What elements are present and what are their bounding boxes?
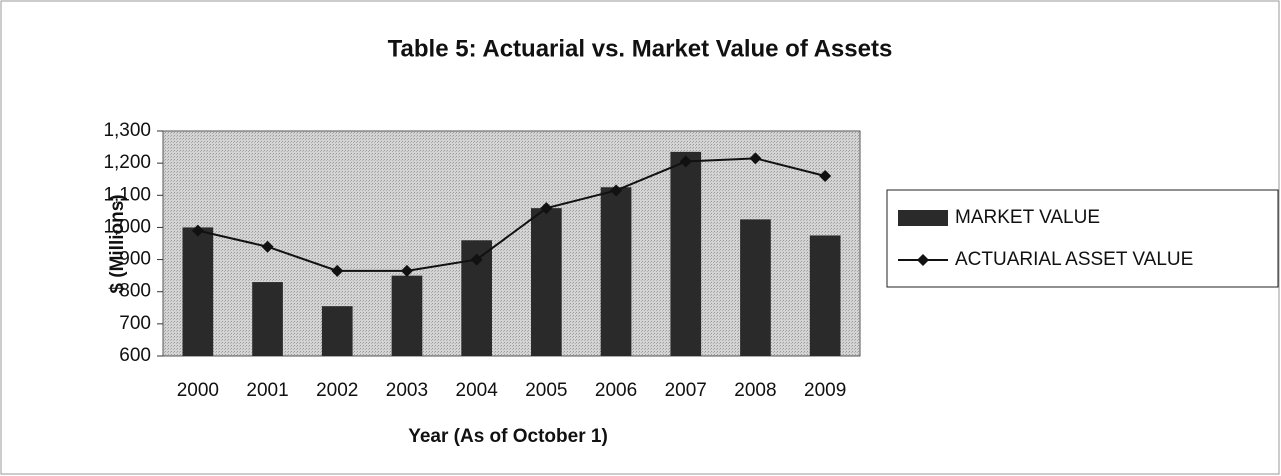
marker [679,155,692,168]
x-tick-label: 2000 [177,380,219,401]
bar [182,227,214,356]
marker [261,240,274,253]
legend-marker [917,254,929,266]
y-tick-label: 700 [119,313,151,334]
x-tick-label: 2001 [246,380,288,401]
legend [886,189,1279,288]
legend-label: MARKET VALUE [955,207,1100,228]
marker [400,264,413,277]
bar [531,208,562,356]
marker [470,253,483,266]
bar [740,219,771,356]
marker [610,184,623,197]
x-tick-label: 2009 [804,380,846,401]
y-tick-label: 600 [119,345,151,366]
x-tick-label: 2007 [665,380,707,401]
y-tick-label: 900 [119,249,151,270]
y-tick-label: 800 [119,281,151,302]
marker [749,152,762,165]
bar [809,235,841,356]
y-tick-label: 1,000 [103,216,151,237]
marker [191,224,204,237]
line [197,157,826,272]
bar [670,151,702,356]
x-tick-label: 2008 [734,380,776,401]
bar [600,187,632,356]
bar [321,306,353,356]
marker [331,264,344,277]
y-axis-title: $ (Millions) [107,194,128,293]
x-tick-label: 2002 [316,380,358,401]
marker [819,170,832,182]
x-tick-label: 2004 [456,380,499,401]
bar [252,282,283,356]
legend-label: ACTUARIAL ASSET VALUE [955,249,1193,270]
y-tick-label: 1,300 [103,120,151,141]
bar [391,275,423,356]
x-tick-label: 2006 [595,380,637,401]
legend-swatch [898,210,948,226]
marker [540,202,553,215]
y-tick-label: 1,200 [103,152,151,173]
x-axis-title: Year (As of October 1) [408,426,608,447]
y-tick-label: 1,100 [103,184,151,205]
x-tick-label: 2003 [386,380,428,401]
x-tick-label: 2005 [525,380,567,401]
chart-title: Table 5: Actuarial vs. Market Value of A… [388,35,893,62]
